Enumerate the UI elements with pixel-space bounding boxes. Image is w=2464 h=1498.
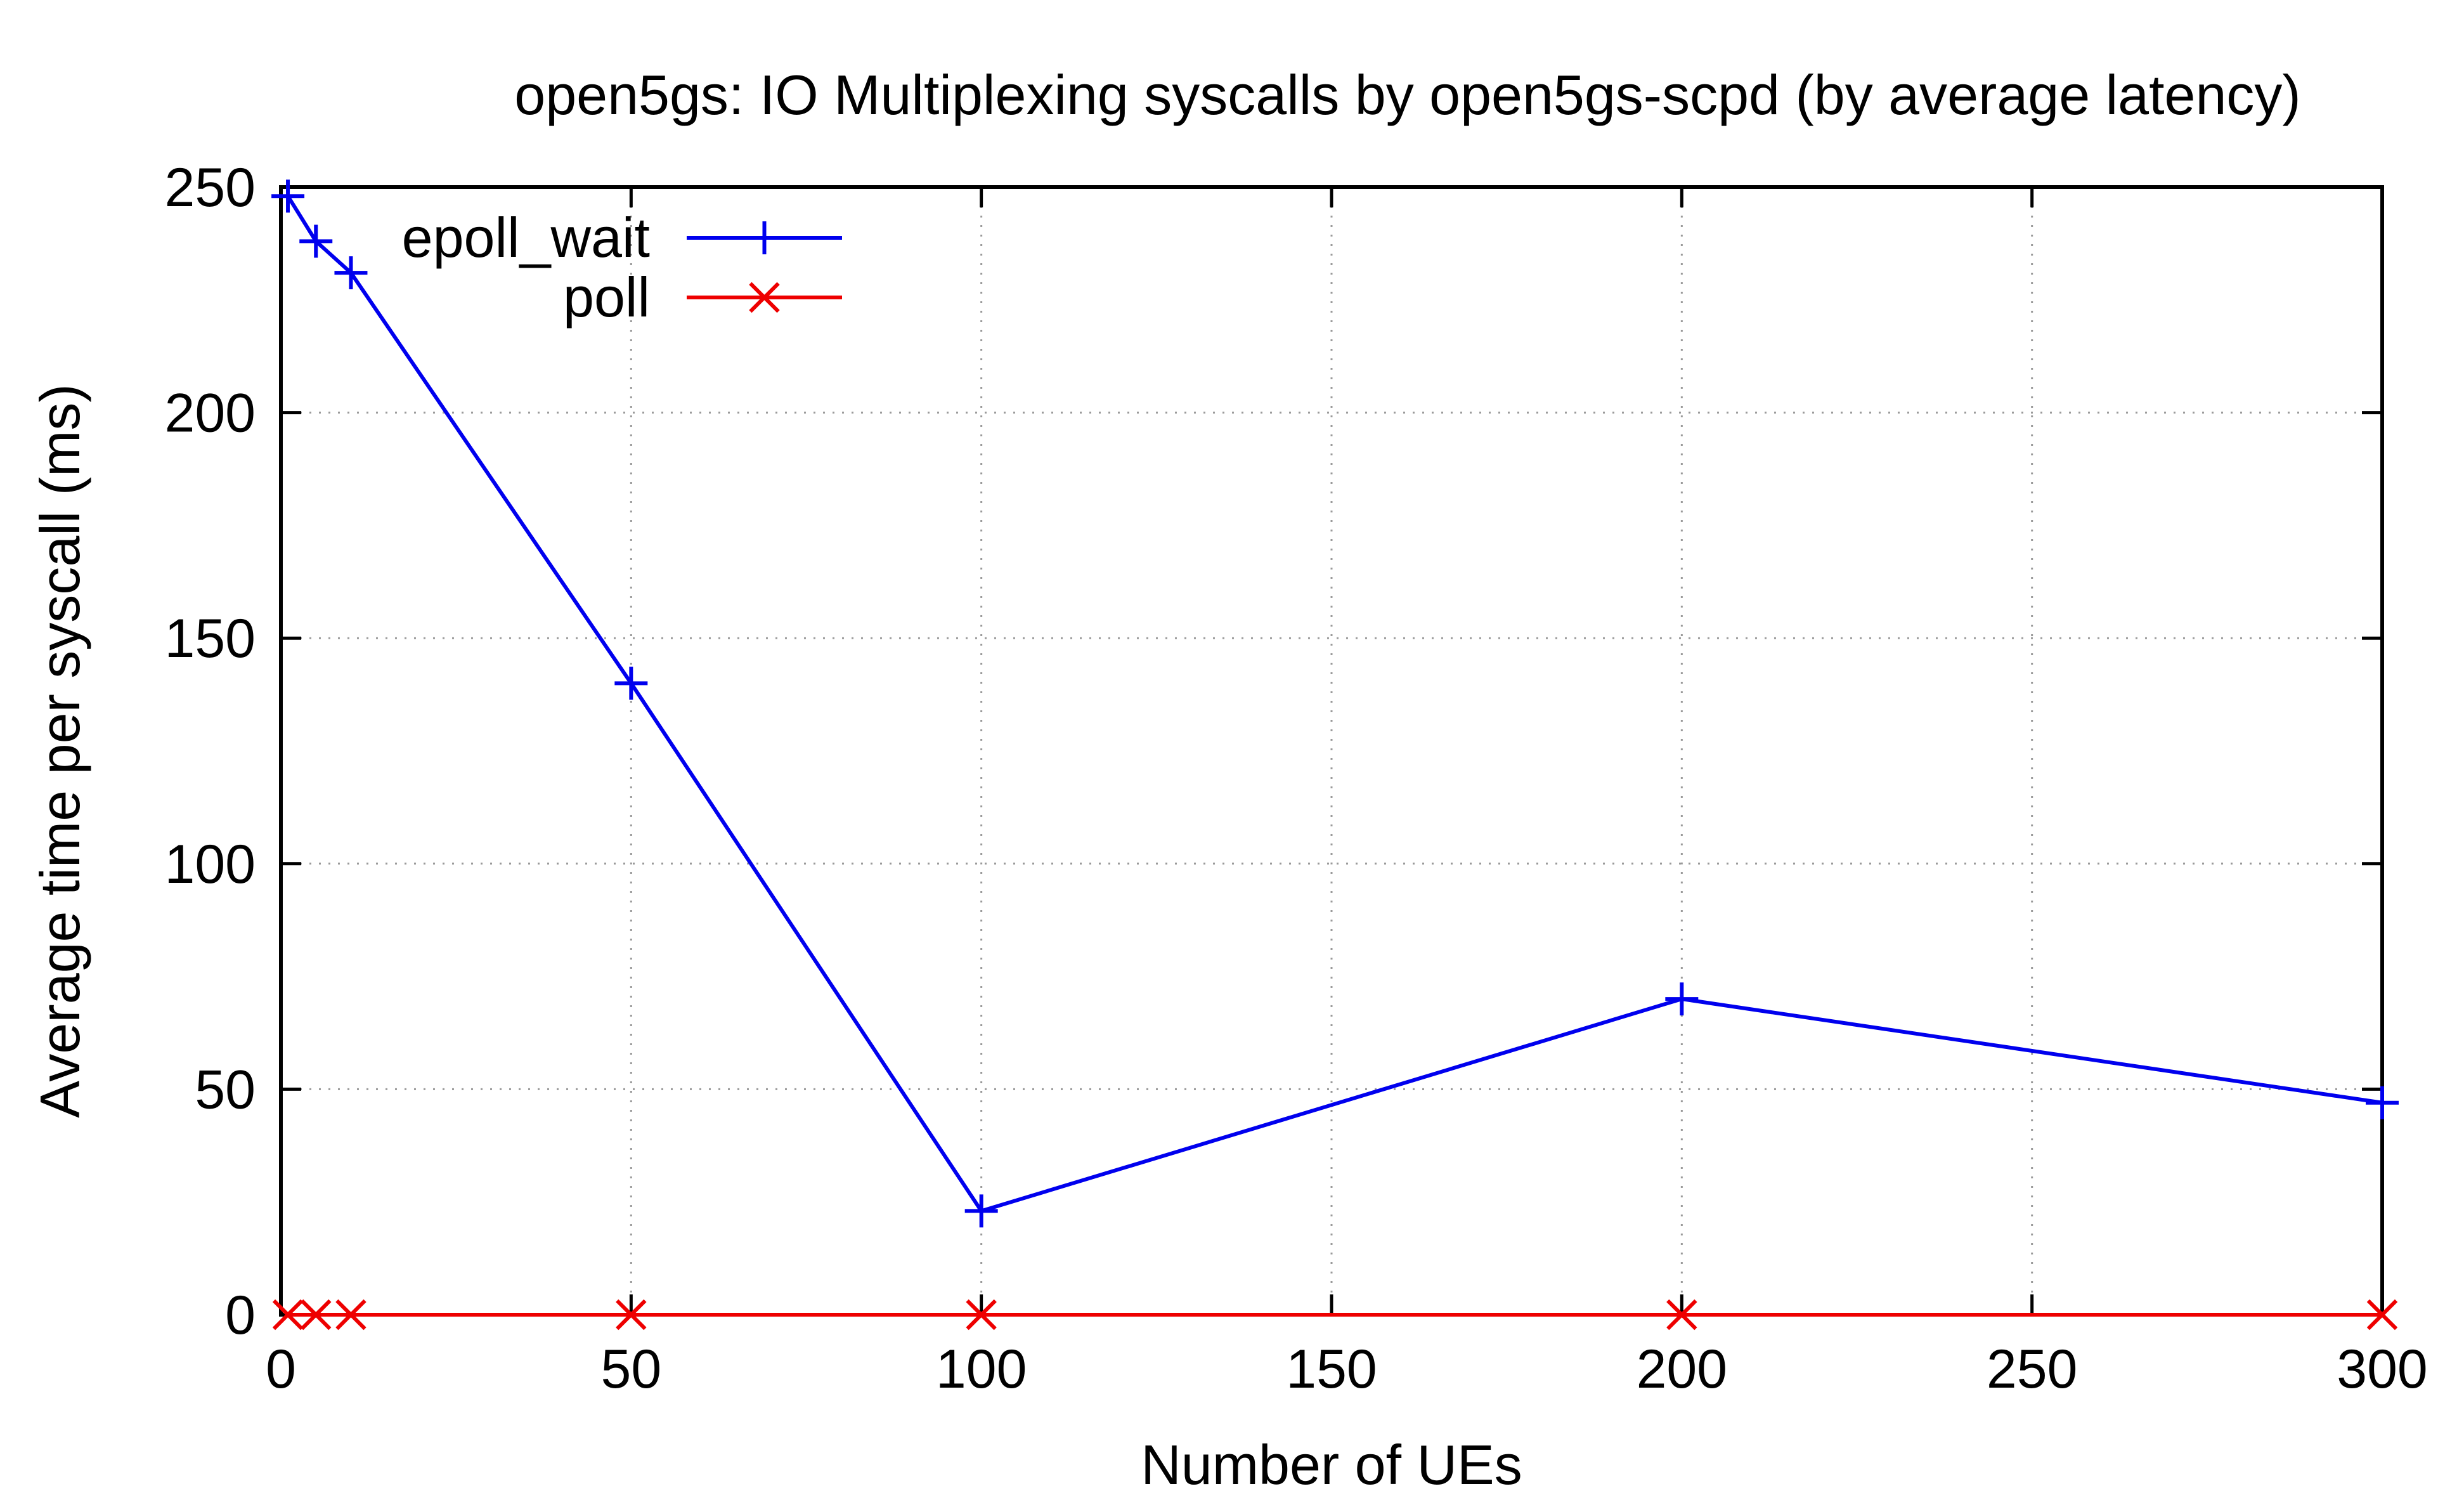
grid-lines [281,187,2382,1315]
data-point [2366,1299,2398,1331]
x-tick-label: 300 [2337,1339,2428,1400]
cross-marker-b [301,1299,332,1331]
plot-frame [279,185,2384,1317]
data-point [299,225,333,258]
legend-item: epoll_wait [402,206,842,269]
x-tick-label: 0 [266,1339,296,1400]
data-point [614,667,648,700]
data-point [1665,982,1699,1016]
series-layer [271,179,2399,1331]
data-point [2366,1086,2399,1119]
x-tick-label: 50 [600,1339,661,1400]
x-tick-label: 150 [1286,1339,1377,1400]
x-axis-title: Number of UEs [1141,1433,1522,1496]
cross-marker-b [749,282,780,313]
cross-marker-b [272,1299,304,1331]
cross-marker-b [966,1299,997,1331]
y-tick-label: 150 [165,608,256,669]
cross-marker-b [2366,1299,2398,1331]
cross-marker-b [335,1299,366,1331]
data-point [964,1194,998,1228]
data-point [272,1299,304,1331]
series-poll [272,1299,2398,1331]
series-line [286,195,2383,1213]
y-tick-label: 0 [225,1285,256,1346]
data-point [335,1299,366,1331]
legend-item: poll [563,266,842,329]
x-tick-label: 250 [1987,1339,2078,1400]
axis-ticks: 0 50 100 150 200 250 300 0 50 100 150 200 250 [165,157,2428,1400]
data-point [301,1299,332,1331]
y-tick-label: 250 [165,157,256,218]
series-epoll-wait [271,179,2399,1228]
chart-title: open5gs: IO Multiplexing syscalls by ope… [514,63,2300,126]
data-point [1666,1299,1697,1331]
cross-marker-b [1666,1299,1697,1331]
cross-marker-b [616,1299,647,1331]
data-point [966,1299,997,1331]
y-tick-label: 50 [195,1059,256,1120]
legend-label: epoll_wait [402,206,650,269]
legend-label: poll [563,266,650,329]
y-tick-label: 200 [165,383,256,444]
data-point [334,256,368,290]
y-tick-label: 100 [165,834,256,895]
x-tick-label: 200 [1637,1339,1728,1400]
data-point [616,1299,647,1331]
x-tick-label: 100 [936,1339,1027,1400]
y-axis-title: Average time per syscall (ms) [29,384,91,1117]
data-point [271,179,305,213]
